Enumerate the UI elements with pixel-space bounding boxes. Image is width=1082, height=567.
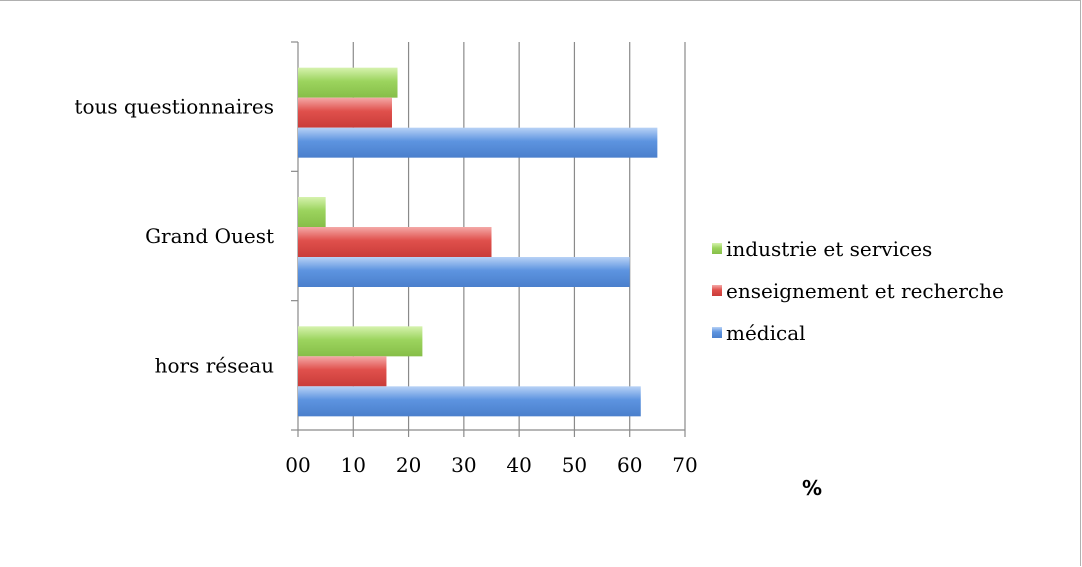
bar bbox=[298, 197, 326, 227]
legend-swatch bbox=[712, 327, 722, 338]
x-tick-label: 70 bbox=[672, 453, 697, 477]
x-tick-labels: 00 10 20 30 40 50 60 70 bbox=[285, 453, 697, 477]
category-label: Grand Ouest bbox=[145, 224, 274, 248]
legend-swatch bbox=[712, 285, 722, 296]
legend: industrie et services enseignement et rec… bbox=[712, 237, 1004, 345]
legend-swatch bbox=[712, 243, 722, 254]
x-tick-label: 00 bbox=[285, 453, 310, 477]
x-tick-label: 20 bbox=[396, 453, 421, 477]
bar bbox=[298, 326, 423, 357]
x-tick-label: 30 bbox=[451, 453, 476, 477]
x-tick-label: 60 bbox=[617, 453, 642, 477]
x-tick-label: 10 bbox=[341, 453, 366, 477]
legend-label: industrie et services bbox=[726, 237, 932, 261]
category-labels: tous questionnaires Grand Ouest hors résea… bbox=[74, 95, 274, 378]
x-tick-label: 40 bbox=[506, 453, 531, 477]
bar bbox=[298, 356, 387, 387]
bar bbox=[298, 127, 658, 158]
bar bbox=[298, 97, 392, 128]
x-unit-label: % bbox=[802, 476, 822, 500]
category-label: hors réseau bbox=[155, 353, 275, 377]
legend-label: enseignement et recherche bbox=[726, 279, 1004, 303]
bar bbox=[298, 227, 492, 257]
bar bbox=[298, 67, 398, 98]
bar bbox=[298, 257, 630, 287]
bar bbox=[298, 386, 641, 417]
legend-label: médical bbox=[726, 321, 806, 345]
bars bbox=[298, 67, 658, 417]
category-label: tous questionnaires bbox=[74, 95, 274, 119]
x-tick-label: 50 bbox=[562, 453, 587, 477]
